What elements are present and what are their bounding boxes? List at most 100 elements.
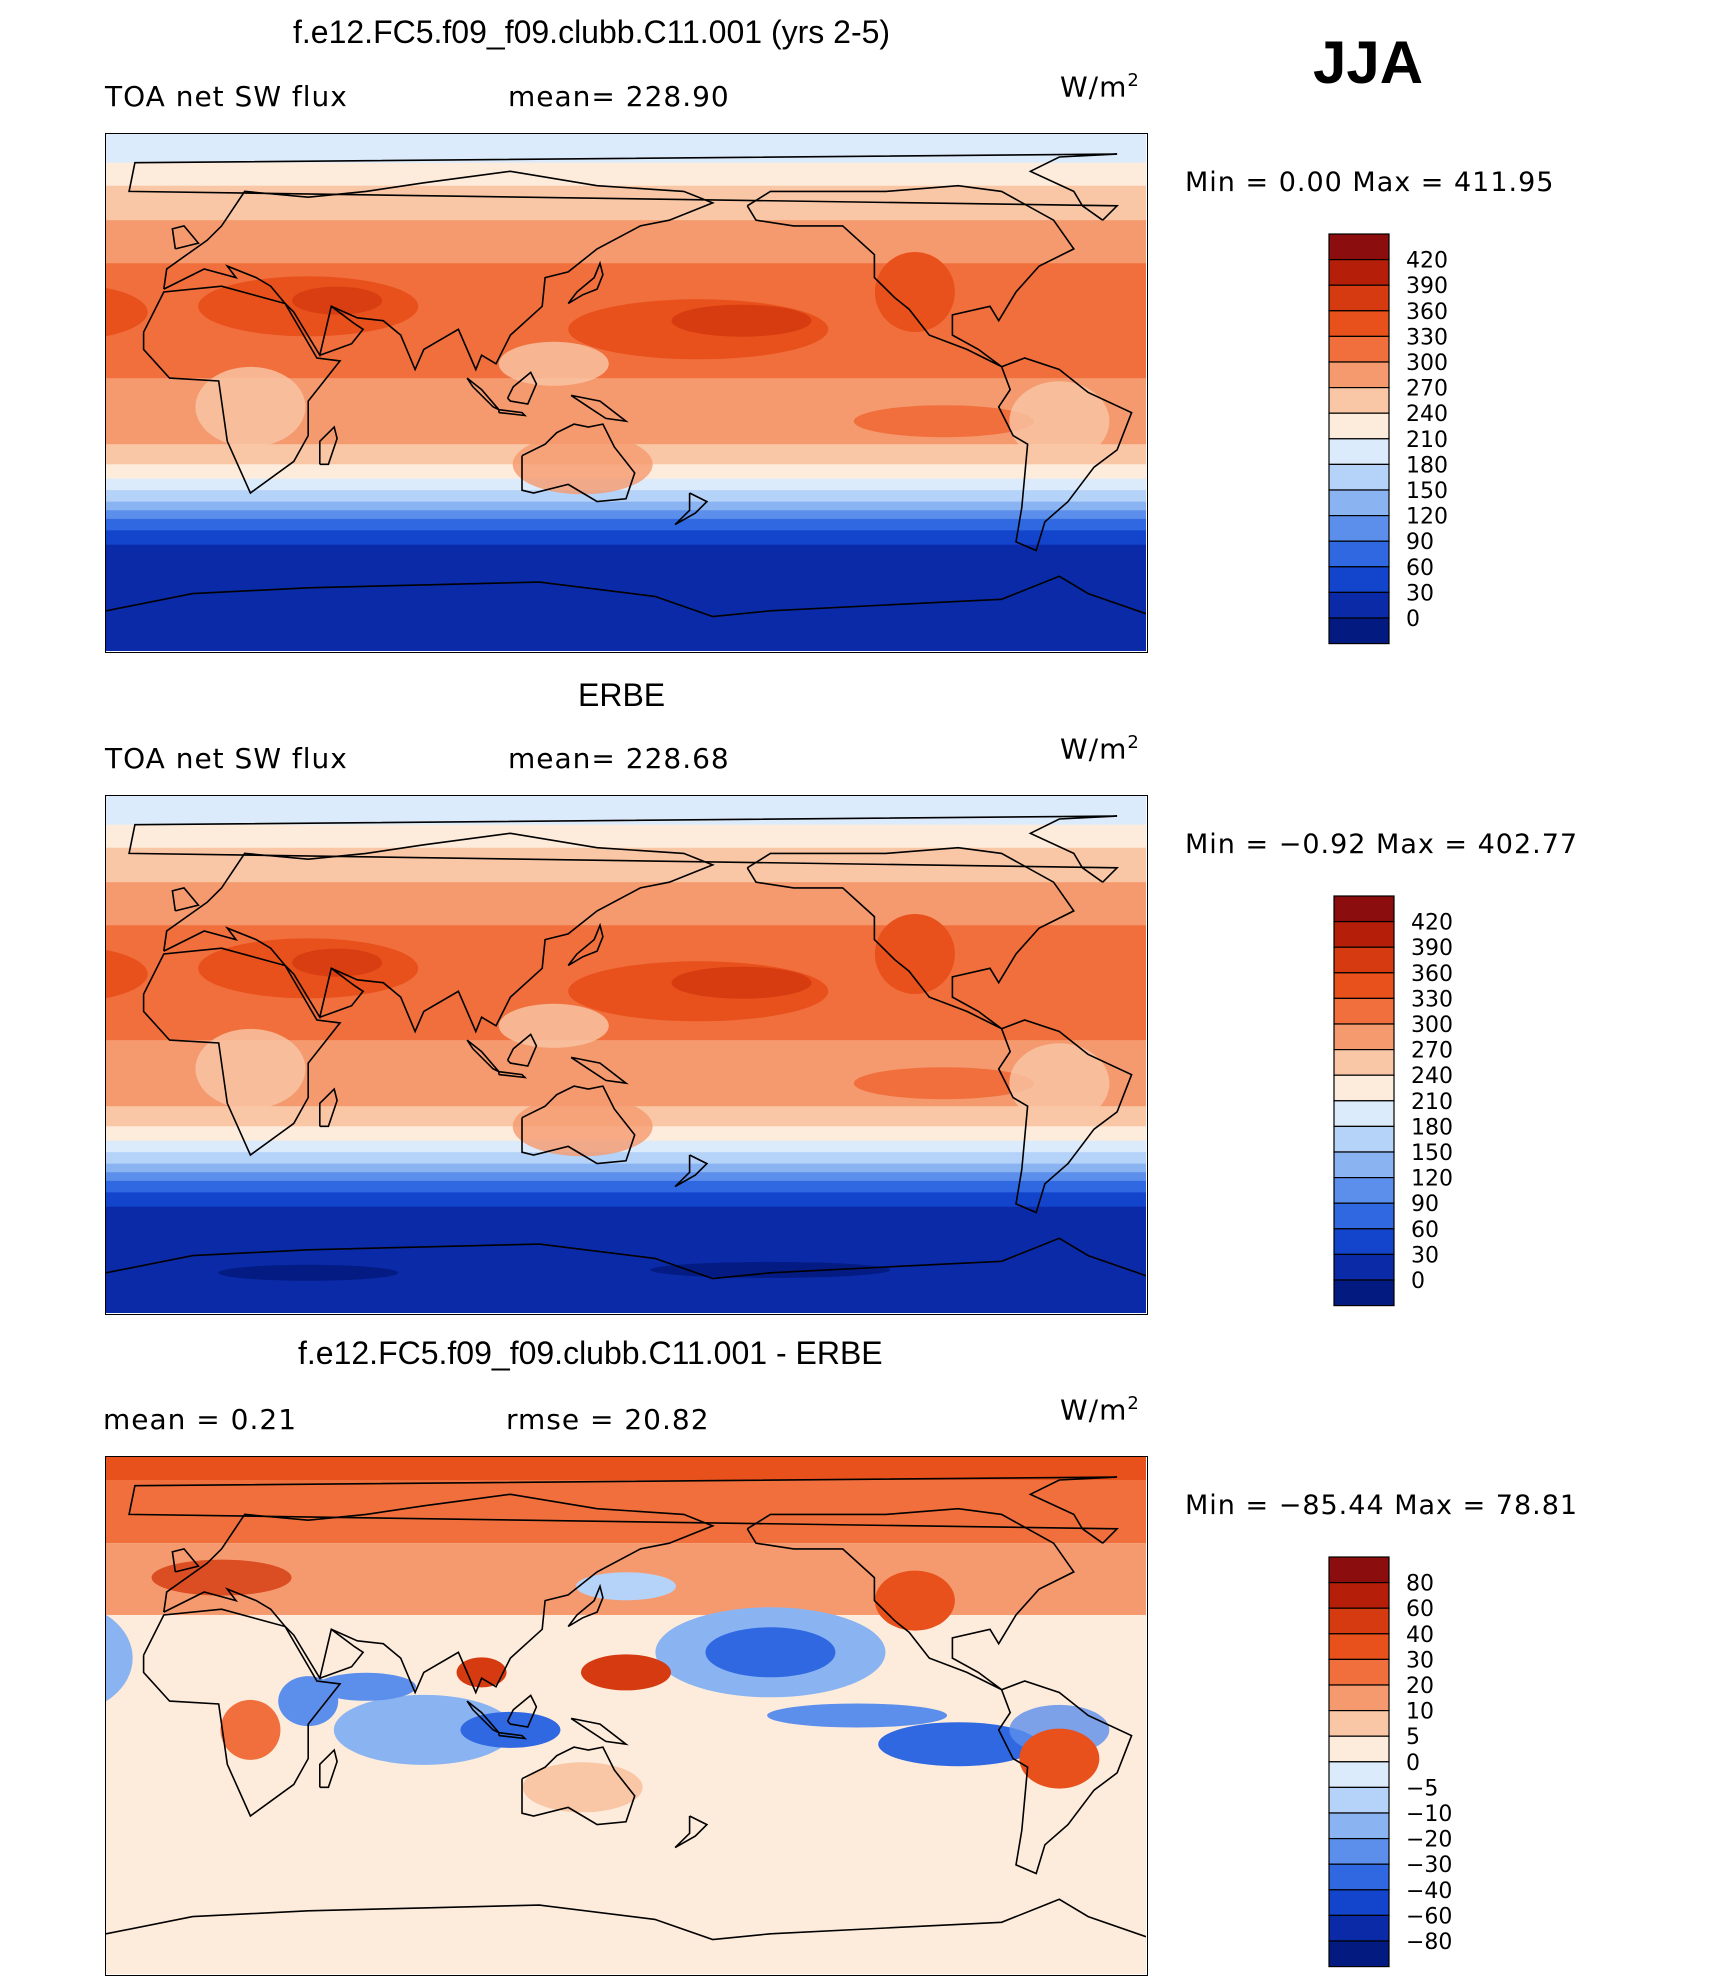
field-blob xyxy=(106,287,148,337)
coastline xyxy=(521,423,636,503)
colorbar-swatch xyxy=(1328,310,1390,338)
field-band xyxy=(106,501,1146,512)
colorbar-swatch xyxy=(1328,1940,1390,1968)
coastline xyxy=(142,947,342,1157)
colorbar-swatch xyxy=(1328,259,1390,286)
field-blob xyxy=(106,949,148,999)
field-band xyxy=(106,1801,1146,1874)
field-blob xyxy=(874,251,955,332)
coastline xyxy=(567,922,604,967)
colorbar-tick-label: 180 xyxy=(1406,453,1448,478)
colorbar-swatch xyxy=(1328,1889,1390,1916)
field-blob xyxy=(316,1672,416,1701)
coastline xyxy=(521,1746,636,1826)
colorbar-swatch xyxy=(1328,1633,1390,1661)
field-band xyxy=(106,510,1146,520)
field-blob xyxy=(767,1703,948,1728)
colorbar-swatch xyxy=(1333,1125,1395,1153)
field-band xyxy=(106,564,1146,651)
coastline xyxy=(570,1056,629,1085)
coastline xyxy=(128,815,1120,883)
panel-1-map-plot xyxy=(106,134,1146,651)
field-band xyxy=(106,1172,1146,1182)
field-blob xyxy=(853,1067,1034,1100)
colorbar-tick-label: 0 xyxy=(1411,1269,1425,1294)
coastline xyxy=(521,1085,636,1165)
colorbar-tick-label: 20 xyxy=(1406,1674,1434,1699)
panel-1-units-base: W/m xyxy=(1060,70,1128,104)
colorbar-swatch xyxy=(1328,617,1390,645)
field-blob xyxy=(498,1003,609,1048)
colorbar-tick-label: 0 xyxy=(1406,607,1420,632)
coastline xyxy=(674,1154,709,1188)
colorbar-swatch xyxy=(1333,921,1395,948)
season-label: JJA xyxy=(1313,29,1424,96)
colorbar-tick-label: 60 xyxy=(1406,1597,1434,1622)
panel-1-map xyxy=(105,133,1148,653)
colorbar-swatch xyxy=(1328,1863,1390,1891)
coastline xyxy=(997,357,1133,552)
colorbar-tick-label: 300 xyxy=(1406,351,1448,376)
field-band xyxy=(106,162,1146,187)
field-blob xyxy=(151,1559,292,1596)
panel-3-units-base: W/m xyxy=(1060,1393,1128,1427)
field-band xyxy=(106,1206,1146,1228)
colorbar-tick-label: 420 xyxy=(1406,249,1448,274)
field-band xyxy=(106,518,1146,532)
panel-3-colorbar: 80 60 40 30 20 10 5 0 −5 −10 −20 −30 −40 −60 −80 xyxy=(1328,1556,1568,1968)
colorbar-tick-label: 60 xyxy=(1406,556,1434,581)
colorbar-swatch xyxy=(1333,972,1395,1000)
panel-2-units-base: W/m xyxy=(1060,732,1128,766)
coastline xyxy=(106,575,1146,618)
colorbar-tick-label: 0 xyxy=(1406,1751,1420,1776)
field-blob xyxy=(581,1654,671,1691)
field-blob xyxy=(218,1264,399,1281)
colorbar-tick-label: 10 xyxy=(1406,1700,1434,1725)
field-blob xyxy=(292,948,383,977)
colorbar-swatch xyxy=(1328,1710,1390,1737)
colorbar-swatch xyxy=(1328,412,1390,440)
colorbar-tick-label: 330 xyxy=(1411,987,1453,1012)
panel-2-units: W/m2 xyxy=(1060,732,1140,765)
coastline xyxy=(746,1507,1075,1691)
colorbar-tick-label: 90 xyxy=(1411,1192,1439,1217)
coastline xyxy=(498,408,528,417)
panel-2-map-plot xyxy=(106,796,1146,1313)
colorbar-tick-label: 210 xyxy=(1411,1090,1453,1115)
coastline xyxy=(498,1731,528,1740)
panel-1-minmax: Min = 0.00 Max = 411.95 xyxy=(1185,167,1555,198)
coastline xyxy=(163,170,715,372)
panel-1-mean-label: mean= 228.90 xyxy=(508,80,730,113)
panel-3-minmax: Min = −85.44 Max = 78.81 xyxy=(1185,1490,1579,1521)
colorbar-swatch xyxy=(1328,1786,1390,1814)
coastline xyxy=(128,1476,1120,1544)
coastline xyxy=(171,1548,200,1573)
colorbar-tick-label: −80 xyxy=(1406,1930,1452,1955)
coastline xyxy=(128,153,1120,221)
colorbar-tick-label: 120 xyxy=(1411,1167,1453,1192)
field-blob xyxy=(195,1028,306,1109)
panel-3-units: W/m2 xyxy=(1060,1393,1140,1426)
coastline xyxy=(163,832,715,1034)
colorbar-tick-label: −5 xyxy=(1406,1776,1438,1801)
colorbar-swatch xyxy=(1333,1253,1395,1281)
panel-1-units: W/m2 xyxy=(1060,70,1140,103)
colorbar-swatch xyxy=(1328,1684,1390,1712)
colorbar-swatch xyxy=(1333,946,1395,974)
coastline xyxy=(570,394,629,423)
colorbar-tick-label: 330 xyxy=(1406,325,1448,350)
colorbar-swatch xyxy=(1328,1735,1390,1763)
coastline xyxy=(319,305,365,356)
panel-1-variable-label: TOA net SW flux xyxy=(105,80,348,113)
panel-1-colorbar: 420 390 360 330 300 270 240 210 180 150 120 90 60 30 0 xyxy=(1328,233,1568,645)
colorbar-tick-label: 360 xyxy=(1406,300,1448,325)
colorbar-swatch xyxy=(1328,1607,1390,1635)
colorbar-tick-label: 120 xyxy=(1406,505,1448,530)
colorbar-swatch xyxy=(1328,233,1390,261)
coastline xyxy=(506,1694,538,1728)
coastline xyxy=(498,1070,528,1079)
coastline xyxy=(319,1087,338,1128)
